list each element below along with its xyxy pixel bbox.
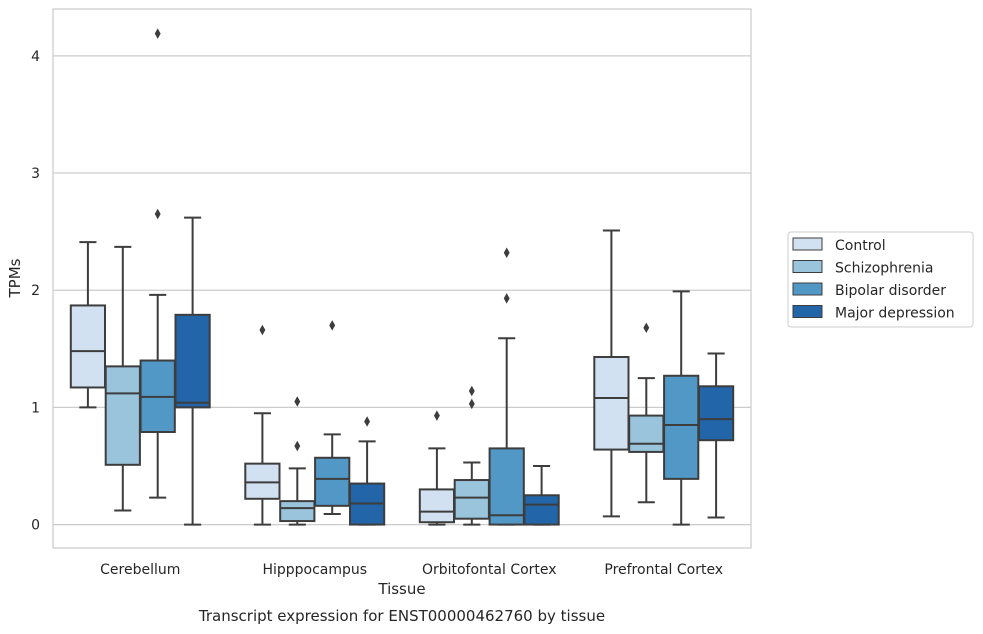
box-1-1: [69, 241, 107, 409]
y-axis-ticks: 0 1 2 3 4: [31, 49, 40, 534]
box-4-4: [697, 352, 735, 519]
box-2-1: [104, 245, 141, 512]
legend-swatch: [792, 237, 823, 251]
x-tick-label: Cerebellum: [100, 562, 180, 578]
box-3-1: [139, 28, 176, 499]
y-tick-label: 3: [31, 166, 40, 182]
legend-swatch: [792, 260, 823, 273]
box-3-3: [488, 247, 525, 526]
box-4-1: [174, 216, 211, 526]
box-iqr: [314, 456, 351, 507]
x-tick-label: Hipppocampus: [262, 562, 367, 578]
legend: Control Schizophrenia Bipolar disorder Majo…: [787, 231, 974, 328]
box-2-3: [453, 385, 490, 526]
y-tick-label: 1: [31, 400, 40, 416]
outlier-point: [503, 247, 510, 258]
box-4-3: [523, 464, 560, 526]
box-iqr: [523, 494, 560, 526]
outlier-point: [364, 416, 371, 427]
x-axis-label: Tissue: [377, 580, 425, 598]
box-iqr: [174, 313, 211, 409]
box-iqr: [104, 365, 141, 466]
y-tick-label: 4: [31, 49, 40, 65]
legend-label: Control: [835, 238, 886, 254]
outlier-point: [329, 320, 336, 331]
outlier-point: [503, 293, 510, 304]
x-tick-label: Prefrontal Cortex: [604, 562, 723, 578]
legend-label: Schizophrenia: [835, 261, 933, 277]
outlier-point: [294, 396, 301, 407]
box-3-4: [663, 290, 700, 526]
y-axis-label: TPMs: [6, 258, 24, 298]
x-axis-ticks: Cerebellum Hipppocampus Orbitofontal Corte…: [100, 562, 723, 578]
legend-label: Major depression: [835, 306, 955, 322]
outlier-point: [468, 385, 475, 397]
outlier-point: [294, 440, 301, 452]
outlier-point: [154, 208, 161, 220]
box-iqr: [418, 488, 456, 524]
box-iqr: [69, 304, 107, 389]
legend-frame: [787, 231, 974, 328]
y-tick-label: 2: [31, 283, 40, 299]
box-iqr: [488, 447, 525, 526]
box-1-4: [593, 229, 630, 518]
box-2-2: [279, 396, 316, 526]
box-1-3: [418, 410, 456, 526]
box-iqr: [697, 385, 735, 442]
box-iqr: [628, 414, 665, 453]
box-groups: [69, 28, 735, 526]
box-iqr: [593, 356, 630, 451]
box-3-2: [314, 320, 351, 516]
outlier-point: [433, 410, 440, 421]
chart-caption: Transcript expression for ENST0000046276…: [198, 607, 605, 625]
box-iqr: [279, 500, 316, 523]
box-2-4: [628, 322, 665, 504]
legend-swatch: [792, 305, 823, 318]
outlier-point: [468, 398, 475, 410]
legend-swatch: [792, 282, 823, 296]
legend-label: Bipolar disorder: [835, 283, 946, 299]
box-4-2: [348, 416, 386, 526]
outlier-point: [154, 28, 161, 39]
outlier-point: [643, 322, 650, 333]
box-iqr: [453, 479, 490, 520]
y-tick-label: 0: [31, 518, 40, 534]
outlier-point: [259, 324, 266, 336]
box-1-2: [244, 324, 281, 526]
box-iqr: [663, 374, 700, 480]
x-tick-label: Orbitofontal Cortex: [422, 562, 557, 578]
box-iqr: [244, 462, 281, 500]
plot-frame: [52, 8, 752, 549]
